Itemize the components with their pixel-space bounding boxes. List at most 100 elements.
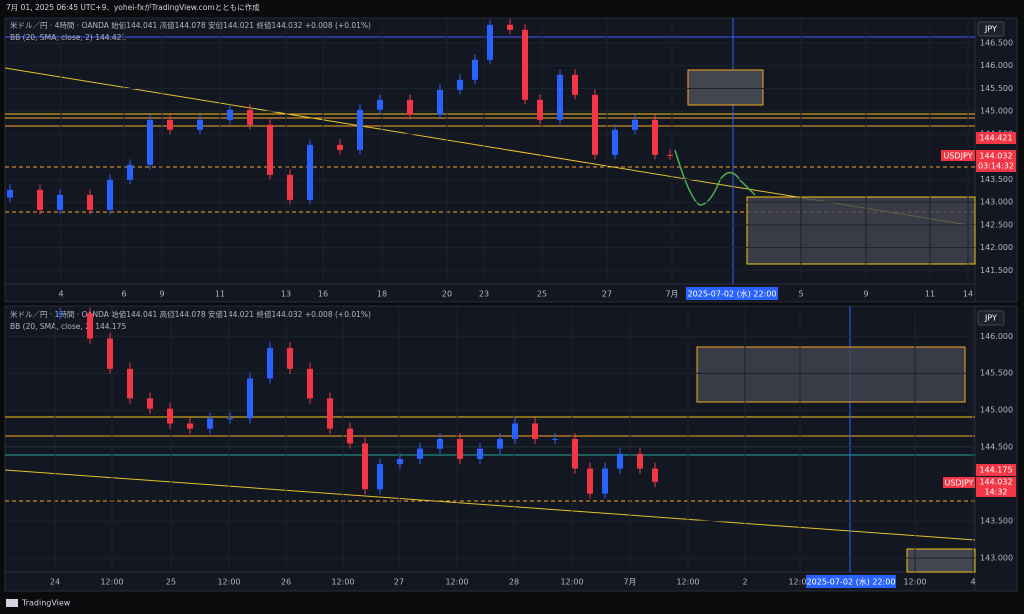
drawings	[4, 306, 976, 573]
candle-body	[472, 59, 478, 80]
price-label: 144.032	[979, 478, 1012, 487]
candle-body	[592, 94, 598, 155]
currency-button[interactable]	[977, 310, 1005, 326]
x-tick-label: 12:00	[445, 578, 468, 587]
candle-body	[667, 154, 673, 156]
currency-button[interactable]	[977, 21, 1005, 37]
y-tick-label: 143.000	[980, 198, 1013, 207]
plot: 141.500142.000142.500143.000143.500144.5…	[5, 18, 1013, 299]
symbol: USDJPY	[944, 152, 973, 161]
candle-body	[147, 398, 153, 409]
zone	[746, 196, 976, 265]
x-tick-label: 4	[970, 578, 975, 587]
candle-body	[377, 99, 383, 110]
y-tick-label: 146.500	[980, 39, 1013, 48]
candle-body	[57, 194, 63, 210]
x-tick-label: 27	[394, 578, 404, 587]
candle-body	[7, 189, 13, 198]
candle-body	[632, 119, 638, 130]
x-tick-label: 12:00	[903, 578, 926, 587]
x-tick-label: 12:00	[100, 578, 123, 587]
x-tick-label: 7月	[623, 578, 636, 587]
x-tick-label: 16	[318, 290, 328, 299]
x-tick-label: 24	[50, 578, 60, 587]
x-tick-label: 20	[442, 290, 452, 299]
x-tick-label: 2	[742, 578, 747, 587]
trend-line	[4, 469, 976, 541]
indicator: BB (20, SMA, close, 2) 144.175	[10, 322, 126, 331]
candle-body	[377, 464, 383, 490]
y-tick-label: 145.500	[980, 84, 1013, 93]
candle-body	[147, 119, 153, 165]
currency[interactable]: JPY	[984, 314, 997, 323]
candle-body	[247, 109, 253, 125]
price-label-box	[976, 464, 1016, 476]
projection	[674, 149, 756, 206]
candle-body	[107, 338, 113, 369]
plot: 143.000 143.500 144.500 145.000 145.500 146.0…	[5, 306, 1013, 587]
candle-body	[127, 164, 133, 180]
crosshair-label: 2025-07-02 (水) 22:00	[688, 289, 777, 299]
candle-body	[357, 109, 363, 150]
candle-body	[187, 423, 193, 429]
candle-body	[362, 443, 368, 490]
candle-body	[227, 109, 233, 120]
candle-body	[327, 398, 333, 429]
candle-body	[522, 29, 528, 100]
zone	[696, 346, 966, 403]
candle-body	[307, 368, 313, 399]
x-tick-label: 26	[281, 578, 291, 587]
candle-body	[612, 129, 618, 155]
x-tick-label: 12:00	[217, 578, 240, 587]
logo	[6, 599, 18, 607]
price-label-box	[976, 132, 1016, 144]
candle-body	[287, 174, 293, 200]
x-tick-label: 12:00	[560, 578, 583, 587]
candle-body	[497, 439, 503, 449]
candle-body	[167, 408, 173, 424]
plots: 141.500 142.000 142.500 143.000 143.500 144.5…	[5, 18, 1013, 587]
x-tick-label: 9	[863, 290, 868, 299]
y-tick-label: 146.000	[980, 332, 1013, 341]
symbol-box	[943, 477, 975, 488]
symbol-box	[941, 150, 975, 161]
price-label-box	[976, 477, 1016, 497]
candle-body	[337, 144, 343, 150]
candle-body	[572, 74, 578, 95]
drawings	[4, 18, 976, 284]
indicator: BB (20, SMA, close, 2) 144.421	[10, 33, 126, 42]
y-tick-label: 142.000	[980, 243, 1013, 252]
crosshair-box	[806, 575, 896, 588]
countdown: 03:14:32	[978, 162, 1014, 171]
candle-body	[557, 74, 563, 120]
y-tick-label: 145.000	[980, 406, 1013, 415]
legend: 米ドル／円 · 4時間 · OANDA 始値144.041 高値144.078 …	[10, 20, 371, 30]
candle-body	[87, 313, 93, 339]
candle-body	[347, 428, 353, 444]
x-tick-label: 14	[963, 290, 973, 299]
currency[interactable]: JPY	[984, 25, 997, 34]
crosshair-box	[686, 287, 778, 300]
candle-body	[652, 468, 658, 482]
price-label: 144.175	[979, 466, 1012, 475]
candle-body	[457, 439, 463, 459]
y-tick-label: 145.500	[980, 369, 1013, 378]
candle-body	[617, 453, 623, 469]
candle-body	[127, 368, 133, 399]
x-tick-label: 27	[602, 290, 612, 299]
y-tick-label: 145.000	[980, 107, 1013, 116]
x-tick-label: 23	[479, 290, 489, 299]
candle-body	[532, 423, 538, 439]
candle-body	[512, 423, 518, 439]
x-tick-label: 11	[215, 290, 225, 299]
y-tick-label: 143.500	[980, 175, 1013, 184]
x-tick-label: 25	[537, 290, 547, 299]
y-tick-label: 146.000	[980, 61, 1013, 70]
x-tick-label: 6	[121, 290, 126, 299]
candle-body	[457, 79, 463, 90]
candle-body	[572, 439, 578, 469]
x-tick-label: 12:00	[788, 578, 811, 587]
x-tick-label: 12:00	[676, 578, 699, 587]
candle-body	[652, 119, 658, 155]
x-tick-label: 7月	[665, 290, 678, 299]
